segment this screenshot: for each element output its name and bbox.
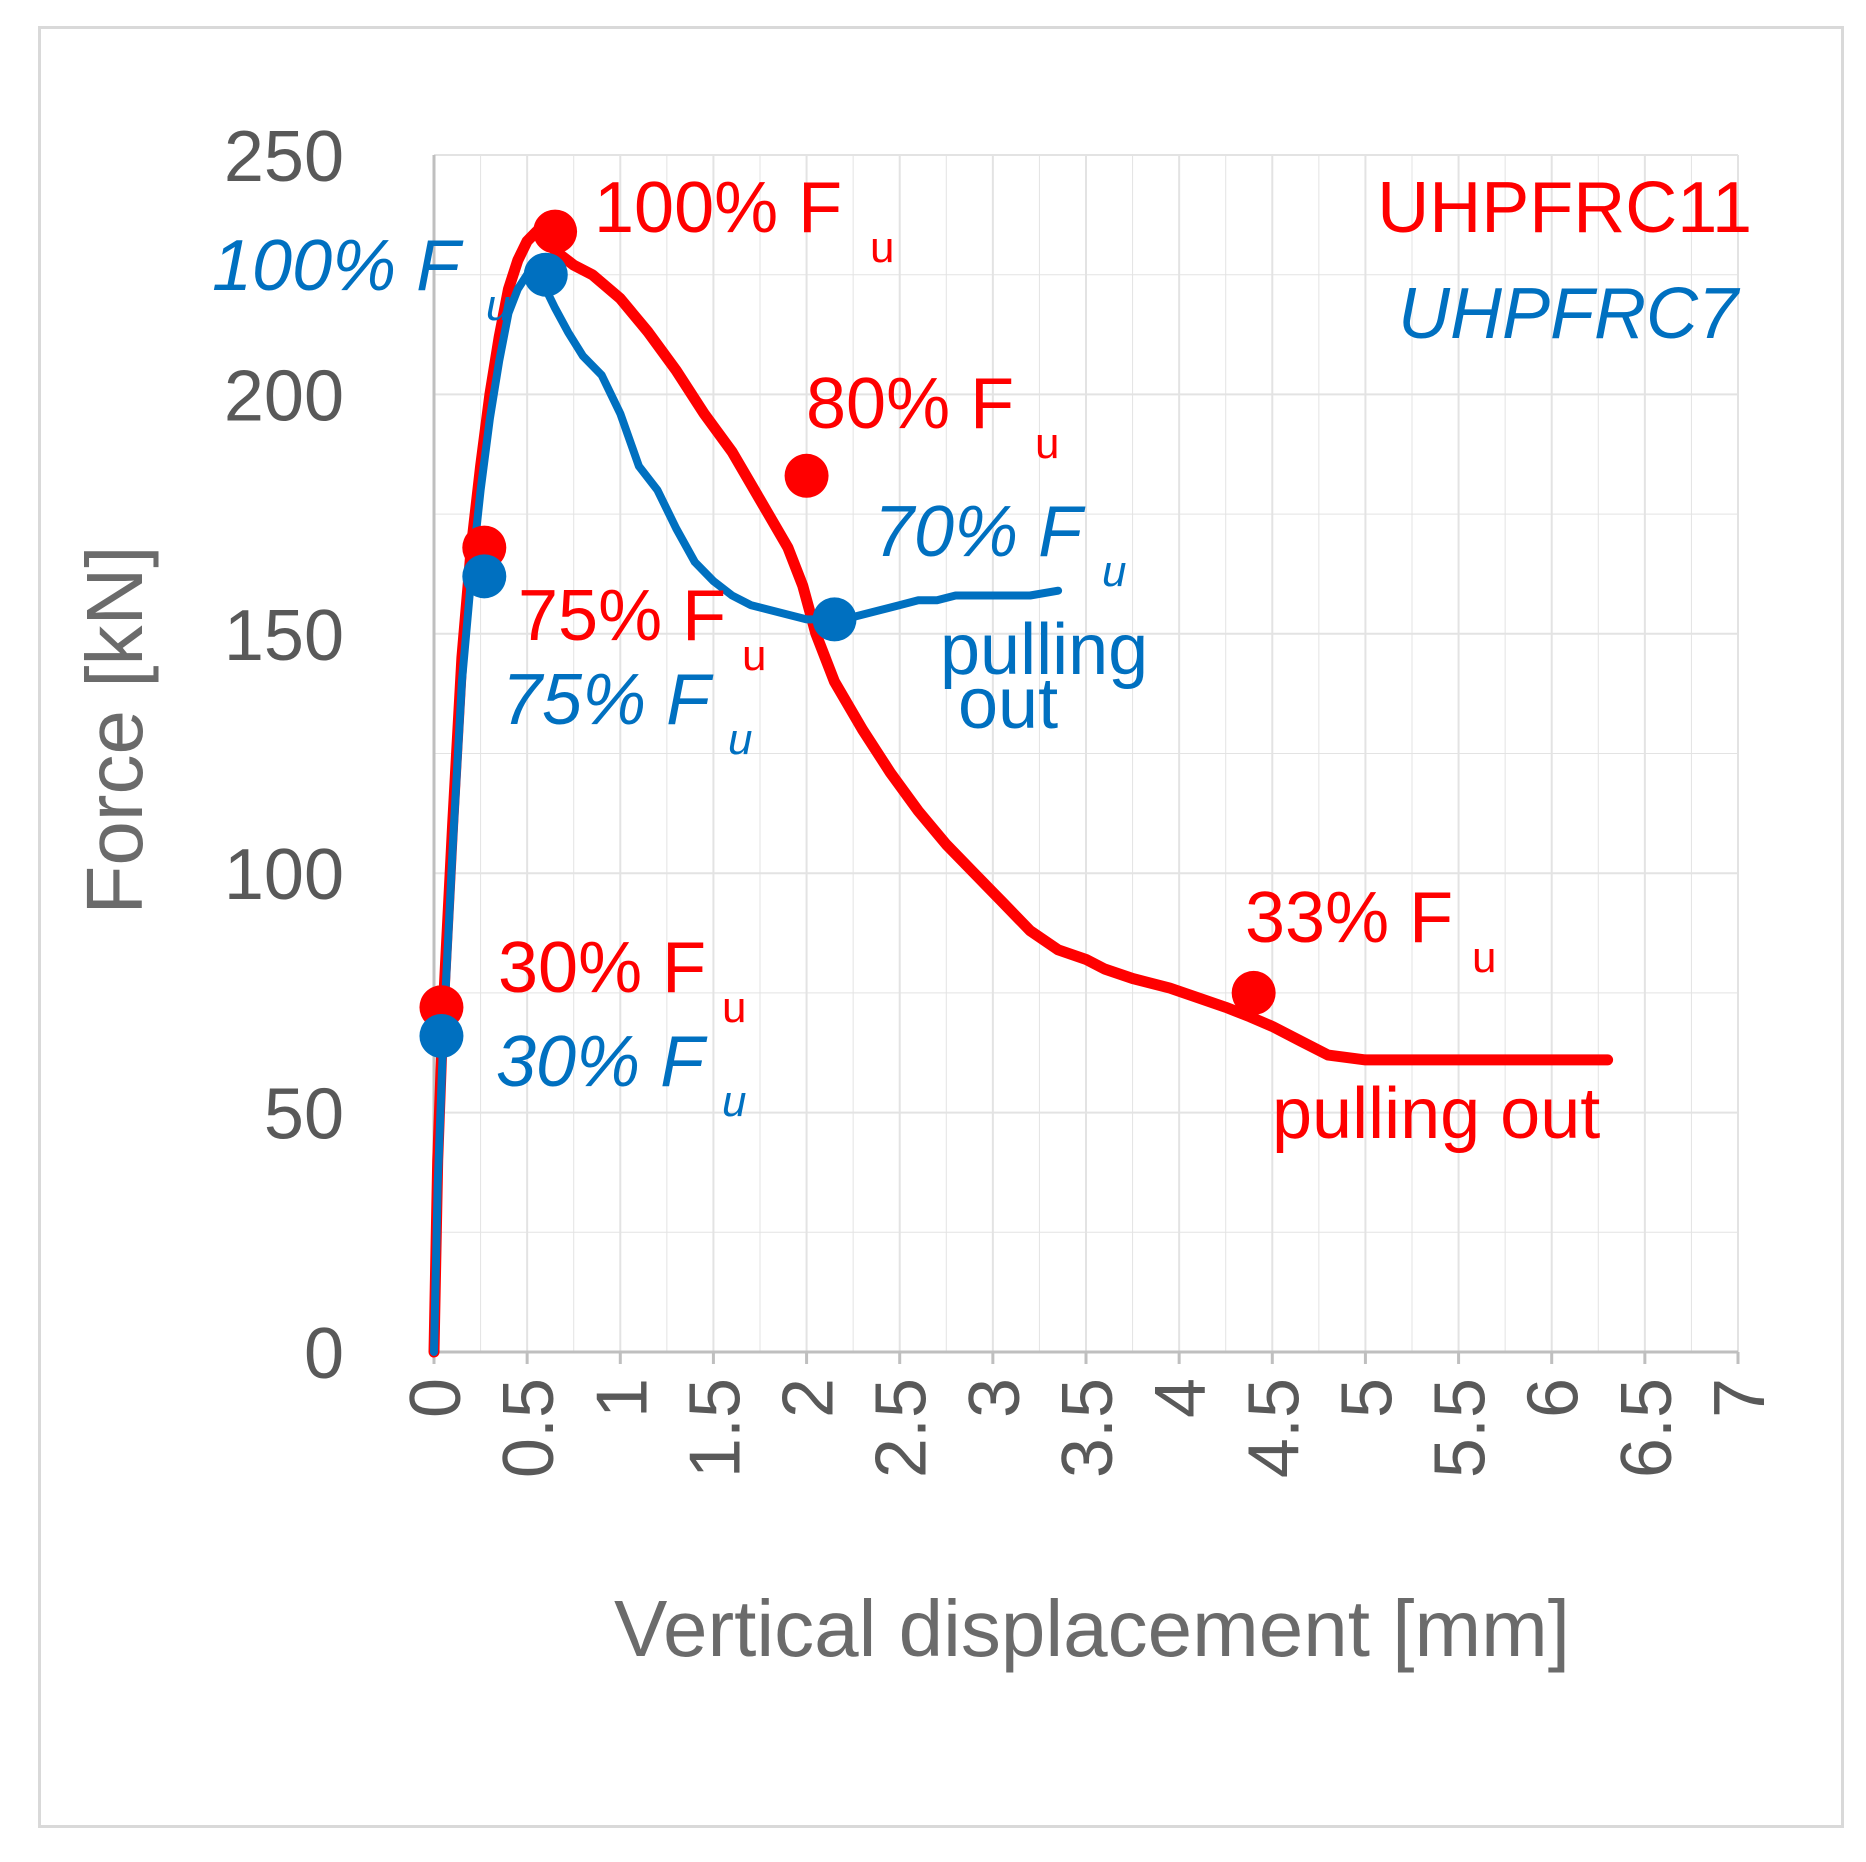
gridlines bbox=[434, 154, 1739, 1352]
x-tick-label: 0.5 bbox=[489, 1378, 569, 1478]
x-tick-label: 4 bbox=[1141, 1378, 1221, 1418]
label-red-100-text: 100% F bbox=[594, 168, 842, 248]
label-red-30-text: 30% F bbox=[498, 928, 706, 1008]
annotation-blue-pulling: pulling bbox=[940, 610, 1148, 690]
x-tick-label: 2.5 bbox=[862, 1378, 942, 1478]
label-red-30-sub: u bbox=[722, 983, 746, 1032]
label-blue-70-text: 70% F bbox=[874, 492, 1086, 572]
marker-point-uhpfrc11 bbox=[784, 453, 829, 498]
y-tick-label: 250 bbox=[224, 117, 344, 197]
label-red-100-sub: u bbox=[870, 223, 894, 272]
annotation-blue-out: out bbox=[958, 664, 1058, 744]
x-tick-label: 2 bbox=[769, 1378, 849, 1418]
label-red-33-sub: u bbox=[1472, 933, 1496, 982]
legend-uhpfrc11: UHPFRC11 bbox=[1377, 168, 1752, 248]
chart-frame bbox=[38, 26, 1844, 1828]
label-red-33-text: 33% F bbox=[1245, 878, 1453, 958]
series-line-uhpfrc11 bbox=[428, 226, 1614, 1358]
marker-point-uhpfrc11 bbox=[1231, 970, 1276, 1015]
label-red-80-sub: u bbox=[1035, 419, 1059, 468]
label-red-80-text: 80% F bbox=[806, 364, 1014, 444]
x-axis-title: Vertical displacement [mm] bbox=[614, 1584, 1570, 1673]
legend-uhpfrc7: UHPFRC7 bbox=[1398, 274, 1741, 354]
marker-point-uhpfrc11 bbox=[533, 209, 578, 254]
y-axis-title: Force [kN] bbox=[70, 546, 159, 915]
x-tick-label: 0 bbox=[396, 1378, 476, 1418]
y-tick-label: 200 bbox=[224, 356, 344, 436]
x-tick-label: 6.5 bbox=[1607, 1378, 1687, 1478]
label-blue-30-sub: u bbox=[722, 1077, 746, 1126]
label-blue-100-text: 100% F bbox=[212, 226, 464, 306]
series-lines bbox=[428, 226, 1614, 1358]
label-blue-100-sub: u bbox=[486, 281, 510, 330]
x-tick-label: 5 bbox=[1327, 1378, 1407, 1418]
x-tick-label: 1 bbox=[582, 1378, 662, 1418]
y-tick-label: 50 bbox=[264, 1075, 344, 1155]
y-tick-labels: 0 50 100 150 200 250 bbox=[224, 117, 344, 1394]
x-tick-label: 6 bbox=[1514, 1378, 1594, 1418]
label-blue-75-text: 75% F bbox=[502, 660, 714, 740]
x-tick-labels: 0 0.5 1 1.5 2 2.5 3 3.5 4 4.5 5 5.5 6 6.5 7 bbox=[396, 1378, 1780, 1478]
marker-point-uhpfrc7 bbox=[419, 1013, 464, 1058]
x-tick-label: 4.5 bbox=[1234, 1378, 1314, 1478]
marker-point-uhpfrc7 bbox=[523, 252, 568, 297]
label-blue-75-sub: u bbox=[728, 715, 752, 764]
marker-point-uhpfrc7 bbox=[462, 554, 507, 599]
annotation-red-pulling-out: pulling out bbox=[1272, 1074, 1600, 1154]
series-line-uhpfrc7 bbox=[430, 270, 1063, 1356]
marker-points bbox=[419, 209, 1276, 1058]
x-tick-label: 3 bbox=[955, 1378, 1035, 1418]
x-tick-label: 1.5 bbox=[675, 1378, 755, 1478]
label-blue-30-text: 30% F bbox=[496, 1022, 708, 1102]
y-tick-label: 100 bbox=[224, 835, 344, 915]
label-blue-70-sub: u bbox=[1102, 547, 1126, 596]
x-tick-label: 3.5 bbox=[1048, 1378, 1128, 1478]
marker-point-uhpfrc7 bbox=[812, 597, 857, 642]
x-tick-label: 5.5 bbox=[1421, 1378, 1501, 1478]
y-tick-label: 0 bbox=[304, 1314, 344, 1394]
label-red-75-sub: u bbox=[742, 631, 766, 680]
label-red-75-text: 75% F bbox=[518, 576, 726, 656]
y-tick-label: 150 bbox=[224, 596, 344, 676]
x-tick-label: 7 bbox=[1700, 1378, 1780, 1418]
